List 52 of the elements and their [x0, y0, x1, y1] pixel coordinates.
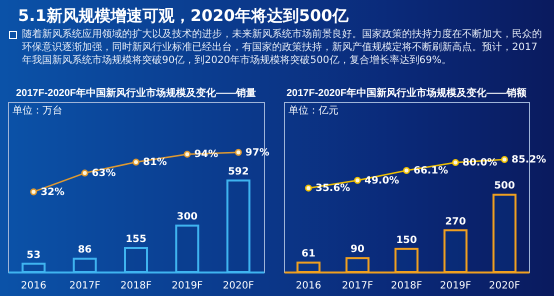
bar: [124, 247, 148, 273]
data-label: 61: [302, 248, 316, 260]
x-tick-label: 2019F: [440, 280, 472, 292]
x-tick-label: 2020F: [222, 280, 254, 292]
data-label: 300: [176, 212, 198, 223]
data-label: 49.0%: [364, 175, 400, 186]
bar: [226, 180, 250, 273]
data-label: 53: [26, 250, 41, 261]
x-tick-label: 2017F: [342, 280, 374, 292]
bar: [175, 224, 200, 273]
data-label: 500: [494, 180, 515, 192]
text: 5.1新风规模增速可观，2020年将达到500亿: [18, 6, 348, 27]
data-label: 63%: [92, 168, 116, 180]
bar: [22, 262, 46, 273]
bar: [444, 229, 468, 273]
data-label: 592: [228, 166, 249, 178]
x-tick-label: 2018F: [390, 280, 422, 292]
point: [30, 188, 38, 196]
chart-title: 2017F-2020F年中国新风行业市场规模及变化——销额: [286, 87, 528, 99]
point: [452, 159, 459, 166]
point: [403, 167, 410, 174]
data-label: 150: [396, 234, 417, 246]
data-label: 90: [350, 244, 364, 256]
bar: [346, 257, 370, 273]
data-label: 81%: [143, 157, 167, 168]
x-tick-label: 2018F: [120, 280, 152, 292]
x-tick-label: 2016: [296, 280, 322, 292]
data-label: 32%: [40, 186, 65, 198]
x-tick-label: 2019F: [172, 280, 204, 292]
point: [234, 148, 242, 156]
data-label: 270: [445, 216, 466, 228]
bar: [394, 248, 418, 273]
y-axis-title: 单位：万台: [12, 104, 62, 116]
point: [81, 170, 88, 177]
bar: [296, 262, 320, 273]
y-axis-title: 单位：亿元: [288, 104, 338, 116]
bar: [72, 258, 97, 273]
point: [501, 156, 508, 163]
data-label: 35.6%: [316, 183, 350, 194]
data-label: 66.1%: [414, 166, 448, 177]
point: [305, 184, 312, 192]
chart-title: 2017F-2020F年中国新风行业市场规模及变化——销量: [16, 87, 256, 99]
x-tick-label: 2017F: [69, 280, 101, 292]
text: 随着新风系统应用领域的扩大以及技术的进步，未来新风系统市场前景良好。国家政策的扶持力度在不断加大，民众的环保意识逐渐加强，同时新风行业标准已经出台，有国家的政策扶持，新风产值规模定将不断刷新高点。预计，2017年我国新风系统市场规模将突破90亿，到2020年市场规模将突破500亿，复合增长率达到69%。: [22, 28, 542, 67]
point: [132, 158, 140, 166]
point: [354, 176, 361, 184]
data-label: 155: [126, 234, 146, 246]
x-tick-label: 2020F: [488, 280, 520, 292]
bar: [492, 194, 516, 273]
x-tick-label: 2016: [20, 280, 46, 292]
point: [184, 150, 191, 158]
data-label: 86: [78, 244, 92, 256]
